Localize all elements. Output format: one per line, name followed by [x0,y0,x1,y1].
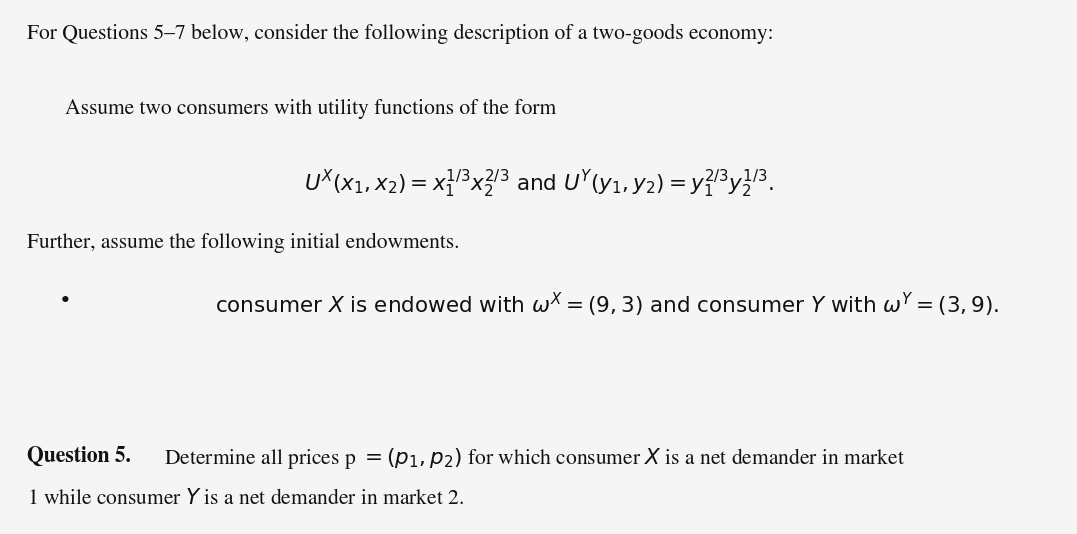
Text: Further, assume the following initial endowments.: Further, assume the following initial en… [27,232,460,253]
Text: $U^X(x_1, x_2) = x_1^{1/3}x_2^{2/3}$ and $U^Y(y_1, y_2) = y_1^{2/3}y_2^{1/3}$.: $U^X(x_1, x_2) = x_1^{1/3}x_2^{2/3}$ and… [304,168,773,200]
Text: Assume two consumers with utility functions of the form: Assume two consumers with utility functi… [65,99,556,119]
Text: For Questions 5–7 below, consider the following description of a two-goods econo: For Questions 5–7 below, consider the fo… [27,24,773,44]
Text: •: • [59,291,72,311]
Text: Question 5.: Question 5. [27,446,130,467]
Text: Determine all prices p $= (p_1, p_2)$ for which consumer $X$ is a net demander i: Determine all prices p $= (p_1, p_2)$ fo… [159,446,906,471]
Text: 1 while consumer $Y$ is a net demander in market 2.: 1 while consumer $Y$ is a net demander i… [27,489,464,508]
Text: consumer $X$ is endowed with $\omega^X = (9, 3)$ and consumer $Y$ with $\omega^Y: consumer $X$ is endowed with $\omega^X =… [215,291,999,319]
